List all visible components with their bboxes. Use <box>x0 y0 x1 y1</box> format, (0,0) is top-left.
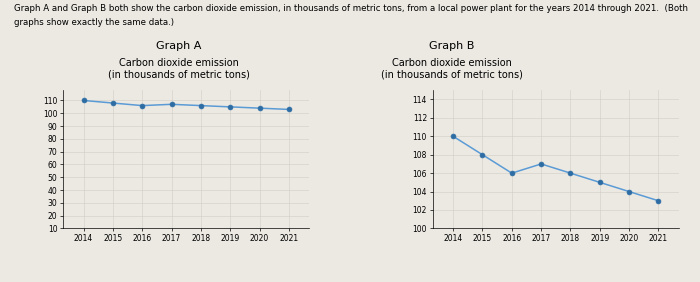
Text: graphs show exactly the same data.): graphs show exactly the same data.) <box>14 18 174 27</box>
Text: Graph B: Graph B <box>429 41 474 51</box>
Text: (in thousands of metric tons): (in thousands of metric tons) <box>381 69 522 79</box>
Text: Carbon dioxide emission: Carbon dioxide emission <box>118 58 239 68</box>
Text: Carbon dioxide emission: Carbon dioxide emission <box>391 58 512 68</box>
Text: Graph A and Graph B both show the carbon dioxide emission, in thousands of metri: Graph A and Graph B both show the carbon… <box>14 4 688 13</box>
Text: Graph A: Graph A <box>156 41 201 51</box>
Text: (in thousands of metric tons): (in thousands of metric tons) <box>108 69 249 79</box>
